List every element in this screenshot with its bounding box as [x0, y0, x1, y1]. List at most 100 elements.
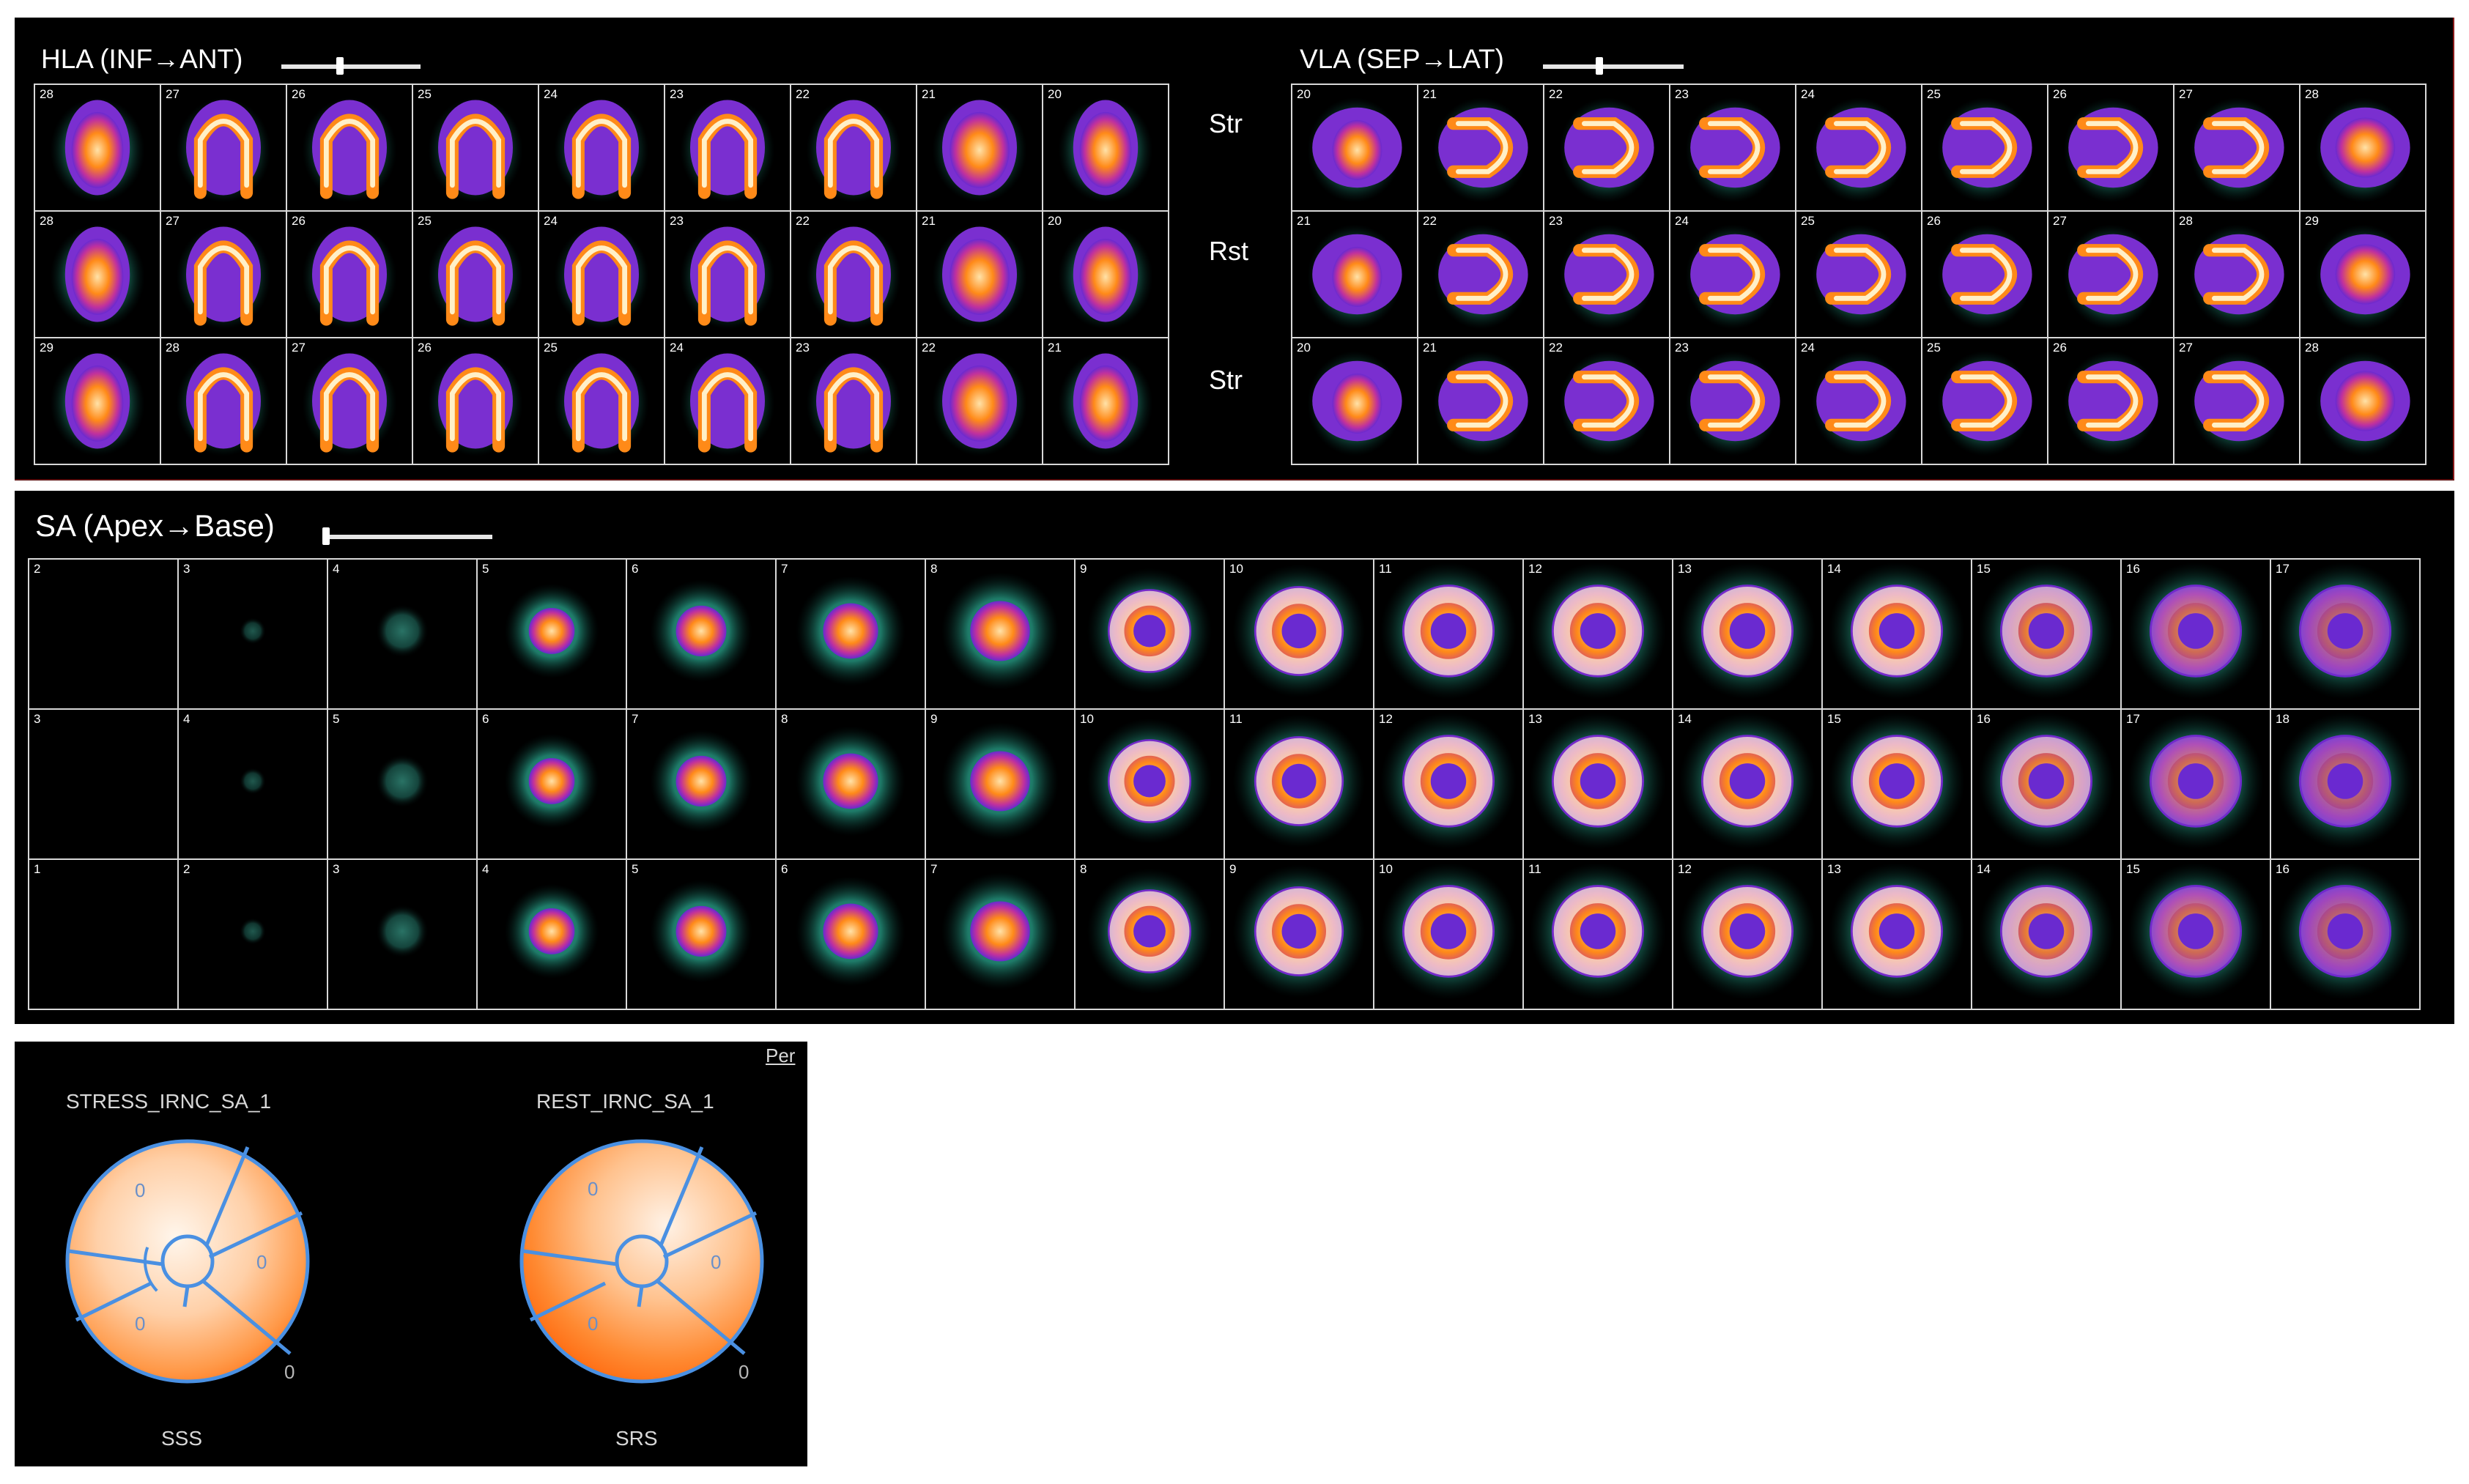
sa-slice-cell[interactable]: 11	[1374, 560, 1524, 710]
sa-slice-cell[interactable]: 9	[1225, 860, 1374, 1010]
vla-slider[interactable]	[1543, 57, 1684, 75]
vla-slider-knob[interactable]	[1595, 57, 1603, 75]
sa-slice-cell[interactable]: 8	[926, 560, 1076, 710]
hla-slice-cell[interactable]: 22	[917, 338, 1043, 465]
vla-slice-cell[interactable]: 21	[1292, 212, 1418, 338]
vla-slice-cell[interactable]: 25	[1922, 338, 2048, 465]
per-toggle[interactable]: Per	[766, 1045, 796, 1066]
vla-slice-cell[interactable]: 23	[1544, 212, 1670, 338]
vla-slice-cell[interactable]: 23	[1670, 85, 1796, 212]
sa-slice-cell[interactable]: 15	[2122, 860, 2271, 1010]
sa-slice-cell[interactable]: 4	[328, 560, 478, 710]
sa-slice-cell[interactable]: 13	[1673, 560, 1823, 710]
vla-slice-cell[interactable]: 26	[2048, 85, 2174, 212]
sa-slice-cell[interactable]: 16	[1972, 710, 2122, 860]
vla-slice-cell[interactable]: 28	[2300, 338, 2427, 465]
sa-slice-cell[interactable]: 7	[926, 860, 1076, 1010]
sa-slice-cell[interactable]: 7	[627, 710, 777, 860]
sa-slice-cell[interactable]: 16	[2122, 560, 2271, 710]
sa-slice-cell[interactable]: 6	[478, 710, 627, 860]
sa-slice-cell[interactable]: 11	[1225, 710, 1374, 860]
hla-slice-cell[interactable]: 28	[161, 338, 287, 465]
vla-slice-cell[interactable]: 22	[1544, 338, 1670, 465]
hla-slice-cell[interactable]: 21	[917, 85, 1043, 212]
hla-slice-cell[interactable]: 22	[791, 85, 917, 212]
vla-slice-cell[interactable]: 23	[1670, 338, 1796, 465]
vla-slice-cell[interactable]: 20	[1292, 85, 1418, 212]
sa-slice-cell[interactable]: 2	[179, 860, 328, 1010]
hla-slice-cell[interactable]: 24	[539, 212, 665, 338]
sa-slice-cell[interactable]: 3	[29, 710, 179, 860]
sa-slice-cell[interactable]: 4	[179, 710, 328, 860]
vla-slice-cell[interactable]: 25	[1922, 85, 2048, 212]
hla-slice-cell[interactable]: 27	[161, 212, 287, 338]
hla-slice-cell[interactable]: 23	[665, 85, 791, 212]
vla-slice-cell[interactable]: 24	[1796, 338, 1922, 465]
vla-slice-cell[interactable]: 28	[2174, 212, 2300, 338]
hla-slice-cell[interactable]: 22	[791, 212, 917, 338]
sa-slice-cell[interactable]: 16	[2271, 860, 2421, 1010]
hla-slice-cell[interactable]: 23	[665, 212, 791, 338]
hla-slice-cell[interactable]: 24	[539, 85, 665, 212]
hla-slice-cell[interactable]: 24	[665, 338, 791, 465]
sa-slice-cell[interactable]: 10	[1374, 860, 1524, 1010]
sa-slice-cell[interactable]: 5	[627, 860, 777, 1010]
sa-slice-cell[interactable]: 13	[1823, 860, 1972, 1010]
vla-slice-cell[interactable]: 27	[2174, 85, 2300, 212]
vla-slice-cell[interactable]: 21	[1418, 85, 1544, 212]
hla-slice-cell[interactable]: 27	[161, 85, 287, 212]
vla-slice-cell[interactable]: 22	[1418, 212, 1544, 338]
sa-slice-cell[interactable]: 5	[478, 560, 627, 710]
sa-slice-cell[interactable]: 12	[1524, 560, 1673, 710]
sa-slice-cell[interactable]: 13	[1524, 710, 1673, 860]
sa-slice-cell[interactable]: 12	[1673, 860, 1823, 1010]
sa-slice-cell[interactable]: 14	[1972, 860, 2122, 1010]
hla-slice-cell[interactable]: 20	[1043, 212, 1169, 338]
sa-slice-cell[interactable]: 15	[1823, 710, 1972, 860]
hla-slice-cell[interactable]: 21	[1043, 338, 1169, 465]
sa-slice-cell[interactable]: 9	[1076, 560, 1225, 710]
sa-slice-cell[interactable]: 7	[777, 560, 926, 710]
hla-slice-cell[interactable]: 25	[413, 212, 539, 338]
sa-slider-knob[interactable]	[322, 527, 330, 545]
sa-slice-cell[interactable]: 5	[328, 710, 478, 860]
vla-slice-cell[interactable]: 26	[2048, 338, 2174, 465]
vla-slice-cell[interactable]: 27	[2174, 338, 2300, 465]
hla-slice-cell[interactable]: 23	[791, 338, 917, 465]
vla-slice-cell[interactable]: 26	[1922, 212, 2048, 338]
sa-slice-cell[interactable]: 8	[777, 710, 926, 860]
sa-slice-cell[interactable]: 10	[1225, 560, 1374, 710]
vla-slice-cell[interactable]: 25	[1796, 212, 1922, 338]
hla-slice-cell[interactable]: 27	[287, 338, 413, 465]
sa-slice-cell[interactable]: 2	[29, 560, 179, 710]
vla-slice-cell[interactable]: 24	[1796, 85, 1922, 212]
vla-slice-cell[interactable]: 20	[1292, 338, 1418, 465]
hla-slice-cell[interactable]: 26	[287, 85, 413, 212]
vla-slice-cell[interactable]: 29	[2300, 212, 2427, 338]
vla-slice-cell[interactable]: 27	[2048, 212, 2174, 338]
sa-slice-cell[interactable]: 18	[2271, 710, 2421, 860]
hla-slice-cell[interactable]: 21	[917, 212, 1043, 338]
sa-slice-cell[interactable]: 11	[1524, 860, 1673, 1010]
vla-slice-cell[interactable]: 21	[1418, 338, 1544, 465]
hla-slice-cell[interactable]: 26	[413, 338, 539, 465]
hla-slice-cell[interactable]: 28	[35, 212, 161, 338]
sa-slice-cell[interactable]: 15	[1972, 560, 2122, 710]
sa-slice-cell[interactable]: 1	[29, 860, 179, 1010]
sa-slice-cell[interactable]: 6	[627, 560, 777, 710]
sa-slice-cell[interactable]: 14	[1823, 560, 1972, 710]
hla-slice-cell[interactable]: 26	[287, 212, 413, 338]
sa-slice-cell[interactable]: 12	[1374, 710, 1524, 860]
sa-slice-cell[interactable]: 17	[2271, 560, 2421, 710]
hla-slice-cell[interactable]: 20	[1043, 85, 1169, 212]
sa-slice-cell[interactable]: 4	[478, 860, 627, 1010]
hla-slice-cell[interactable]: 25	[413, 85, 539, 212]
sa-slice-cell[interactable]: 3	[328, 860, 478, 1010]
hla-slider-knob[interactable]	[336, 57, 344, 75]
sa-slice-cell[interactable]: 17	[2122, 710, 2271, 860]
vla-slice-cell[interactable]: 24	[1670, 212, 1796, 338]
sa-slice-cell[interactable]: 6	[777, 860, 926, 1010]
vla-slice-cell[interactable]: 28	[2300, 85, 2427, 212]
sa-slice-cell[interactable]: 8	[1076, 860, 1225, 1010]
sa-slider[interactable]	[322, 527, 492, 545]
